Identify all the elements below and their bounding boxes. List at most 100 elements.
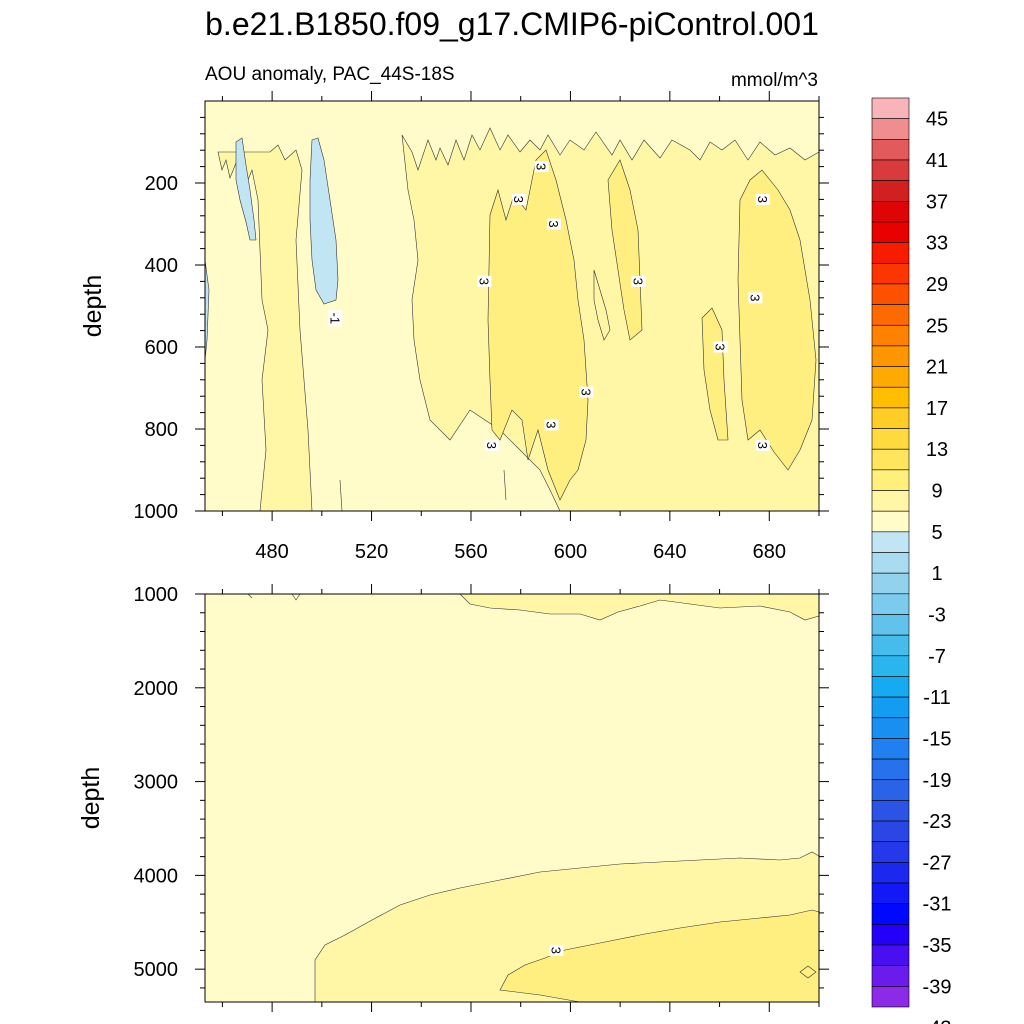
contour-label: 3 [484, 439, 499, 451]
colorbar-label: -31 [923, 894, 952, 916]
colorbar-swatch [871, 262, 910, 285]
colorbar-swatch [871, 97, 910, 119]
colorbar-label: 45 [926, 109, 948, 131]
colorbar-swatch [871, 820, 910, 843]
chart-subtitle-right: mmol/m^3 [731, 70, 818, 91]
colorbar-swatch [871, 118, 910, 140]
contour-label: 3 [549, 944, 564, 956]
colorbar-label: -27 [923, 852, 952, 874]
colorbar-swatch [871, 903, 910, 925]
colorbar-label: 1 [931, 563, 942, 585]
contour-label: -1 [327, 310, 343, 327]
colorbar-swatch [871, 965, 910, 987]
colorbar-label: -23 [923, 811, 952, 833]
upper-panel-frame [204, 100, 820, 512]
colorbar-swatch [871, 986, 910, 1008]
colorbar-swatch [871, 614, 910, 636]
colorbar-swatch [871, 593, 910, 615]
contour-label: 3 [755, 193, 770, 205]
colorbar-swatch [871, 655, 910, 677]
colorbar-swatch [871, 924, 910, 946]
upper-contour-fill-neg1 [309, 137, 339, 305]
colorbar-swatch [871, 386, 910, 409]
x-tick-label: 640 [653, 541, 686, 563]
colorbar-label: 37 [926, 191, 948, 213]
contour-label: 3 [511, 193, 527, 205]
contour-label-text: 3 [484, 442, 499, 449]
colorbar-swatch [871, 469, 910, 491]
colorbar-label: -35 [923, 935, 952, 957]
chart-subtitle-left: AOU anomaly, PAC_44S-18S [205, 64, 455, 85]
colorbar-swatch [871, 180, 910, 202]
colorbar-label: -15 [923, 728, 952, 750]
contour-label-text: 3 [534, 163, 549, 170]
y-tick-label: 600 [145, 337, 178, 359]
colorbar-swatch [871, 283, 910, 305]
contour-label-bg [328, 310, 343, 327]
contour-label-bg [631, 275, 646, 287]
contour-label-bg [549, 944, 564, 956]
chart-title: b.e21.B1850.f09_g17.CMIP6-piControl.001 [205, 6, 819, 42]
colorbar-swatch [871, 882, 910, 905]
colorbar-swatch [871, 944, 910, 966]
upper-contour-fill-neg1 [235, 137, 257, 241]
y-tick-label: 5000 [134, 959, 179, 981]
colorbar-swatch [871, 428, 910, 450]
contour-label: 3 [578, 386, 594, 398]
colorbar-swatch [871, 862, 910, 884]
contour-label: 3 [534, 161, 549, 173]
contour-label-bg [547, 218, 562, 230]
colorbar-label: 9 [931, 481, 942, 503]
upper-contour-line [339, 469, 507, 512]
x-tick-label: 680 [753, 541, 786, 563]
contour-label: 3 [546, 218, 562, 230]
colorbar-swatch [871, 304, 910, 326]
contour-label: 3 [476, 275, 492, 287]
colorbar-swatch [871, 800, 910, 822]
colorbar-label: -39 [923, 976, 952, 998]
contour-label-bg [477, 275, 492, 287]
colorbar-swatch [871, 841, 910, 863]
contour-label-bg [748, 292, 763, 304]
upper-contour-line [593, 269, 611, 341]
colorbar-label: 29 [926, 274, 948, 296]
upper-ylabel: depth [79, 275, 107, 338]
lower-ticks: 1000 2000 3000 4000 5000 [134, 584, 829, 1012]
colorbar-swatch [871, 490, 910, 512]
colorbar-label: 33 [926, 233, 948, 255]
contour-label-text: 3 [546, 220, 561, 227]
lower-contour-labels: 3 [549, 944, 564, 956]
contour-label-text: 3 [747, 294, 762, 301]
colorbar-label: -7 [928, 646, 946, 668]
colorbar-swatch [871, 531, 910, 553]
y-tick-label: 400 [145, 255, 178, 277]
contour-label-text: 3 [578, 388, 593, 395]
y-tick-label: 200 [145, 173, 178, 195]
contour-label-bg [579, 386, 594, 398]
colorbar-label: 21 [926, 357, 948, 379]
colorbar-swatch [871, 758, 910, 781]
contour-label-text: 3 [511, 196, 526, 203]
colorbar-label: 13 [926, 439, 948, 461]
contour-label-bg [755, 193, 770, 205]
colorbar-label: 17 [926, 398, 948, 420]
colorbar-label: -11 [923, 687, 950, 709]
colorbar-swatch [871, 324, 910, 347]
contour-label-bg [534, 161, 549, 173]
lower-panel-frame [204, 593, 820, 1003]
colorbar-swatch [871, 345, 910, 367]
colorbar-swatch [871, 738, 910, 760]
colorbar-swatch [871, 696, 910, 719]
contour-label: 3 [747, 292, 763, 304]
y-tick-label: 3000 [134, 772, 179, 794]
x-tick-label: 600 [554, 541, 587, 563]
contour-label-bg [713, 341, 728, 353]
lower-ylabel: depth [77, 767, 105, 830]
colorbar-swatch [871, 366, 910, 388]
colorbar-label: -19 [923, 770, 952, 792]
y-tick-label: 800 [145, 419, 178, 441]
colorbar-swatch [871, 159, 910, 181]
colorbar-swatch [871, 779, 910, 801]
